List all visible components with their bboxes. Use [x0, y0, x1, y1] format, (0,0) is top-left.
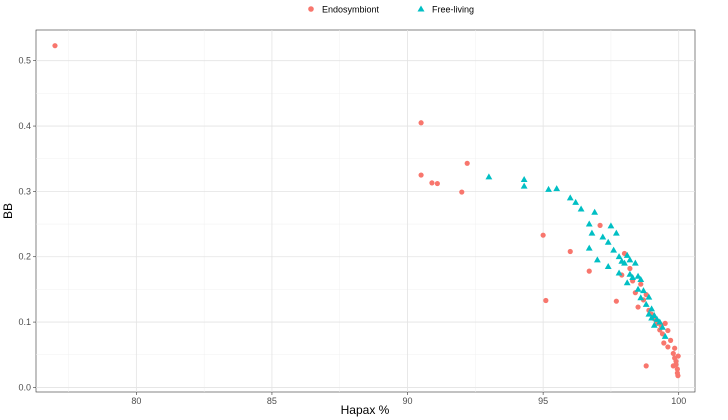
legend-label-endosymbiont: Endosymbiont — [322, 5, 380, 15]
data-point-free-living — [593, 256, 601, 263]
data-point-endosymbiont — [670, 363, 676, 369]
data-point-endosymbiont — [643, 292, 649, 298]
data-point-free-living — [610, 246, 618, 253]
data-point-free-living — [634, 285, 642, 292]
data-point-endosymbiont — [418, 172, 424, 178]
x-tick-label: 100 — [671, 396, 686, 406]
data-point-free-living — [612, 229, 620, 236]
data-point-endosymbiont — [567, 248, 573, 255]
data-point-free-living — [588, 229, 596, 236]
y-tick-label: 0.5 — [18, 56, 31, 66]
data-point-endosymbiont — [638, 281, 644, 287]
data-point-free-living — [607, 222, 615, 229]
data-point-endosymbiont — [429, 180, 435, 186]
axis-ticks: 80 85 90 95 100 0.0 0.1 0.2 0.3 0.4 0.5 — [18, 56, 686, 406]
data-point-endosymbiont — [543, 297, 549, 304]
data-point-free-living — [520, 182, 528, 189]
data-point-free-living — [604, 262, 612, 269]
data-point-free-living — [637, 294, 645, 301]
data-point-endosymbiont — [674, 366, 680, 372]
data-point-free-living — [553, 185, 561, 192]
data-point-free-living — [661, 332, 669, 339]
data-point-free-living — [640, 287, 647, 294]
data-point-endosymbiont — [675, 353, 681, 359]
data-point-free-living — [572, 198, 580, 205]
data-point-endosymbiont — [659, 331, 666, 337]
data-point-free-living — [637, 276, 645, 283]
data-point-endosymbiont — [675, 373, 681, 379]
data-point-endosymbiont — [667, 337, 674, 343]
data-point-endosymbiont — [627, 265, 633, 272]
data-point-free-living — [659, 323, 666, 330]
data-point-free-living — [599, 233, 607, 240]
x-axis-title: Hapax % — [341, 403, 390, 417]
legend: Endosymbiont Free-living — [308, 5, 474, 15]
data-point-free-living — [545, 185, 552, 192]
data-point-endosymbiont — [665, 327, 671, 334]
data-point-endosymbiont — [597, 222, 603, 228]
data-point-free-living — [585, 220, 593, 227]
data-point-endosymbiont — [52, 43, 58, 49]
data-point-free-living — [626, 270, 634, 277]
plot-panel — [35, 29, 696, 393]
data-point-free-living — [629, 274, 637, 281]
data-point-free-living — [621, 259, 628, 266]
data-point-free-living — [623, 251, 631, 258]
data-point-endosymbiont — [662, 320, 668, 326]
data-point-free-living — [615, 269, 623, 276]
data-point-endosymbiont — [418, 120, 424, 126]
data-point-endosymbiont — [459, 189, 465, 195]
data-point-free-living — [577, 205, 585, 212]
y-tick-label: 0.2 — [18, 252, 31, 262]
data-point-endosymbiont — [434, 180, 440, 187]
data-point-free-living — [631, 259, 639, 266]
data-point-free-living — [520, 176, 528, 183]
data-point-endosymbiont — [540, 232, 546, 238]
data-point-free-living — [566, 194, 574, 201]
data-point-endosymbiont — [464, 160, 470, 166]
data-point-endosymbiont — [643, 363, 649, 369]
data-point-free-living — [626, 256, 634, 263]
data-point-free-living — [591, 208, 599, 215]
data-point-free-living — [648, 314, 656, 321]
x-tick-label: 95 — [538, 396, 548, 406]
data-point-free-living — [634, 272, 642, 279]
x-tick-label: 85 — [267, 396, 277, 406]
legend-label-free-living: Free-living — [432, 5, 474, 15]
data-point-endosymbiont — [670, 350, 676, 357]
y-tick-label: 0.3 — [18, 186, 31, 196]
gridlines — [36, 30, 695, 392]
legend-key-free-living — [417, 5, 425, 12]
data-point-free-living — [485, 173, 493, 180]
data-point-endosymbiont — [613, 298, 619, 304]
data-point-endosymbiont — [586, 268, 592, 274]
y-tick-label: 0.4 — [18, 121, 31, 131]
data-point-endosymbiont — [635, 304, 641, 310]
data-point-endosymbiont — [661, 340, 667, 346]
data-points — [52, 43, 681, 379]
data-point-free-living — [648, 305, 656, 312]
data-point-free-living — [656, 318, 664, 325]
data-point-free-living — [604, 238, 612, 245]
data-point-free-living — [585, 244, 593, 251]
data-point-free-living — [623, 279, 631, 286]
y-tick-label: 0.0 — [18, 382, 31, 392]
data-point-free-living — [650, 321, 658, 328]
data-point-endosymbiont — [672, 345, 678, 351]
data-point-free-living — [645, 310, 653, 317]
x-tick-label: 90 — [403, 396, 413, 406]
data-point-free-living — [645, 293, 653, 300]
y-tick-label: 0.1 — [18, 317, 31, 327]
legend-key-endosymbiont — [308, 6, 314, 12]
data-point-free-living — [615, 253, 623, 260]
data-point-endosymbiont — [665, 344, 671, 350]
y-axis-title: BB — [1, 203, 15, 219]
x-tick-label: 80 — [131, 396, 141, 406]
data-point-free-living — [642, 300, 650, 307]
